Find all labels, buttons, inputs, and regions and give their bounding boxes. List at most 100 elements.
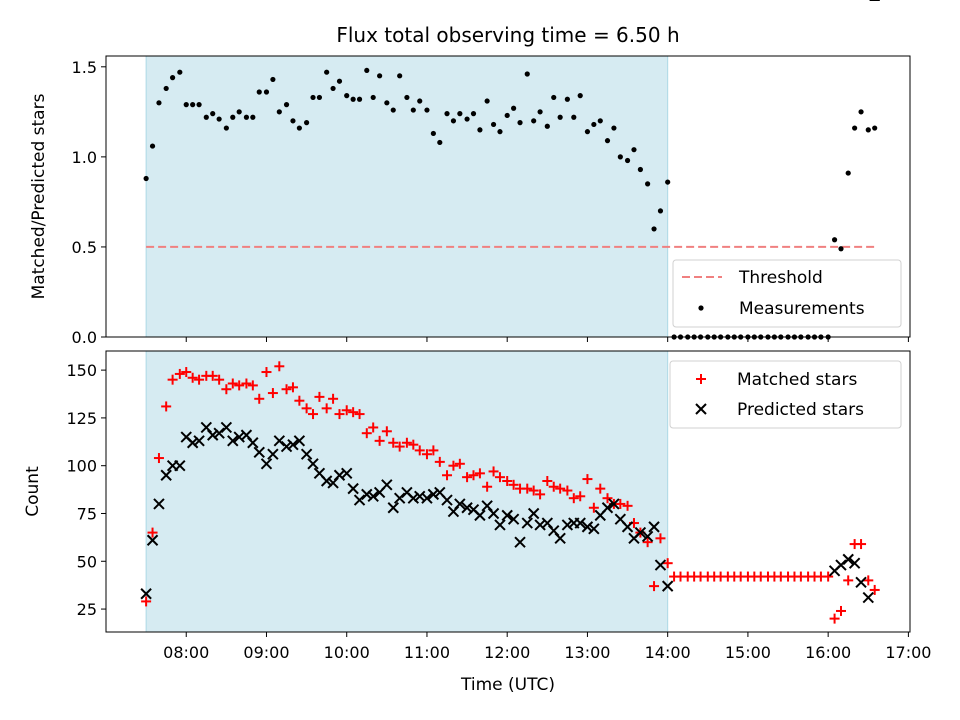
measurement-point <box>531 118 537 124</box>
threshold-legend-label: Threshold <box>738 268 823 288</box>
predicted-star-point <box>393 492 406 504</box>
predicted-star-point <box>381 479 393 491</box>
measurement-point <box>497 129 503 135</box>
measurement-point <box>571 114 577 120</box>
y-tick-label-bot-0: 25 <box>77 600 97 619</box>
predicted-star-point <box>387 502 399 514</box>
predicted-star-point <box>401 486 413 499</box>
measurement-point <box>190 102 196 108</box>
measurement-point <box>858 109 864 115</box>
measurement-point <box>544 123 550 129</box>
measurement-point <box>336 78 343 84</box>
predicted-star-point <box>661 580 674 592</box>
measurement-point <box>230 114 236 120</box>
count-legend-box <box>669 360 902 429</box>
matched-stars-legend-label: Matched stars <box>737 370 857 390</box>
y-tick-label-bot-4: 125 <box>66 409 97 428</box>
predicted-star-point <box>441 494 453 506</box>
y-tick-label-bot-5: 150 <box>66 361 97 380</box>
measurement-point <box>350 96 356 102</box>
ratio-panel: 0.0 0.5 1.0 1.5 Matched/Predicted stars Thr… <box>29 55 911 347</box>
measurement-point <box>852 125 858 131</box>
predicted-star-point <box>273 435 286 447</box>
shade-top <box>145 55 669 338</box>
x-tick-label-6: 14:00 <box>645 643 691 662</box>
measurement-point <box>149 143 156 149</box>
predicted-star-point <box>333 469 346 481</box>
predicted-star-point <box>207 429 219 441</box>
measurement-point <box>330 85 336 92</box>
predicted-star-point <box>501 509 513 522</box>
count-legend: Matched stars Predicted stars <box>669 360 902 429</box>
y-tick-label-bot-1: 50 <box>77 552 97 571</box>
measurement-point <box>424 107 430 113</box>
predicted-star-point <box>341 467 353 480</box>
predicted-star-point <box>353 494 366 506</box>
predicted-star-point <box>601 502 614 514</box>
predicted-star-point <box>494 519 506 531</box>
measurement-point <box>210 111 216 117</box>
y-tick-label-top-0: 0.0 <box>72 328 97 347</box>
x-tick-label-3: 11:00 <box>404 643 450 662</box>
measurement-point <box>845 170 851 176</box>
x-tick-label-7: 15:00 <box>725 643 771 662</box>
measurement-point <box>296 125 302 131</box>
measurement-point <box>250 114 256 120</box>
predicted-star-point <box>554 532 566 545</box>
measurement-point <box>657 208 664 214</box>
measurement-point <box>504 112 510 119</box>
predicted-star-point <box>534 519 546 531</box>
predicted-star-point <box>180 431 192 443</box>
predicted-star-point <box>313 467 326 480</box>
measurements-legend-label: Measurements <box>739 299 865 319</box>
predicted-stars-legend-marker <box>695 403 707 415</box>
measurement-point <box>290 118 296 124</box>
predicted-star-point <box>140 588 152 600</box>
predicted-star-point <box>467 503 480 516</box>
x-tick-label-2: 10:00 <box>324 643 370 662</box>
predicted-star-point <box>227 435 239 447</box>
predicted-star-point <box>307 458 319 470</box>
measurement-point <box>831 237 838 243</box>
predicted-star-point <box>407 492 420 504</box>
measurement-point <box>370 94 376 101</box>
count-panel: 25 50 75 100 125 150 08:00 09:00 10:00 11:00 12:0… <box>23 0 931 695</box>
ratio-axes-frame <box>105 55 911 338</box>
measurement-point <box>464 116 470 122</box>
measurement-point <box>163 85 169 92</box>
measurement-point <box>651 226 657 232</box>
x-axis-label: Time (UTC) <box>460 675 555 695</box>
measurement-point <box>584 129 591 135</box>
measurement-point <box>196 102 202 108</box>
predicted-star-point <box>300 448 313 460</box>
measurement-point <box>324 69 330 75</box>
measurement-point <box>517 120 523 126</box>
y-tick-label-top-3: 1.5 <box>72 58 97 77</box>
predicted-star-point <box>614 513 627 525</box>
predicted-star-point <box>434 486 446 499</box>
predicted-star-point <box>862 591 874 604</box>
predicted-star-point <box>842 553 854 566</box>
measurement-point <box>490 121 497 128</box>
predicted-star-point <box>421 492 433 504</box>
measurement-point <box>303 120 310 126</box>
predicted-star-point <box>247 437 259 449</box>
predicted-star-point <box>574 517 586 529</box>
measurement-point <box>430 130 436 137</box>
predicted-star-point <box>527 507 540 520</box>
predicted-star-point <box>146 534 159 546</box>
measurement-point <box>444 111 450 117</box>
measurement-point <box>397 73 403 79</box>
predicted-star-point <box>347 482 359 495</box>
predicted-star-point <box>253 446 265 459</box>
x-tick-label-1: 09:00 <box>243 643 289 662</box>
predicted-star-point <box>541 517 554 529</box>
measurement-point <box>477 127 483 133</box>
measurement-point <box>364 67 370 74</box>
measurement-point <box>404 94 410 101</box>
measurement-point <box>511 105 517 111</box>
predicted-star-point <box>654 559 667 571</box>
y-tick-label-bot-3: 100 <box>66 457 97 476</box>
ratio-x-ticks <box>185 337 909 342</box>
